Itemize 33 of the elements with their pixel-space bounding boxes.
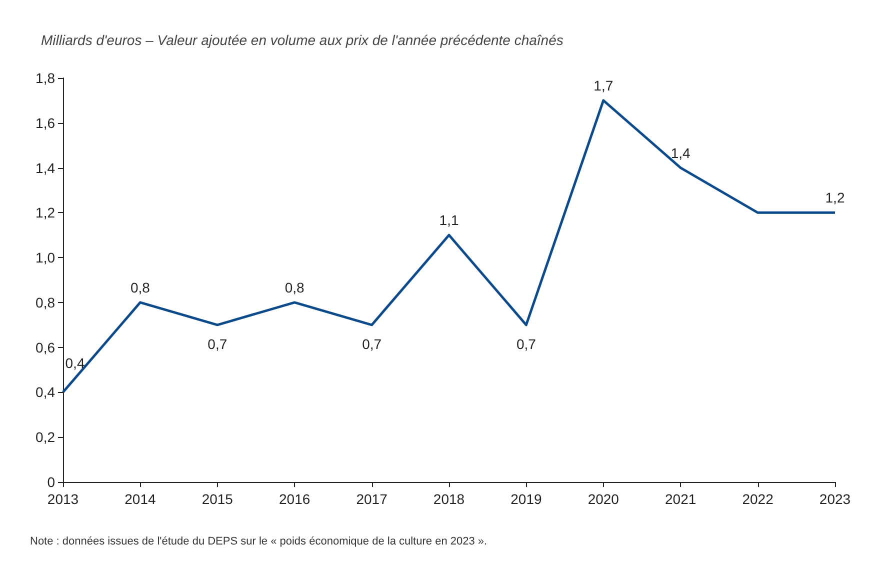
x-tick-label: 2021: [665, 491, 696, 507]
text: Note : données issues de l'étude du DEPS sur le « poids économique de la culture en 2023 ».: [30, 536, 488, 548]
y-tick-label: 1,2: [36, 204, 56, 221]
y-tick-label: 0: [47, 474, 56, 490]
chart-title: Milliards d'euros – Valeur ajoutée en volume aux prix de l'année précédente chaînés: [41, 32, 564, 48]
data-label: 0,8: [130, 279, 150, 296]
x-tick-label: 2015: [202, 491, 234, 507]
x-tick-label: 2019: [510, 491, 542, 507]
data-label: 1,1: [439, 212, 459, 228]
y-tick-label: 0,6: [36, 339, 56, 356]
y-tick-label: 0,2: [36, 429, 56, 446]
x-tick-label: 2014: [124, 491, 156, 507]
data-label: 0,4: [65, 355, 85, 372]
data-label: 1,7: [594, 77, 614, 94]
data-label: 0,8: [284, 279, 305, 296]
data-label: 1,4: [670, 144, 691, 161]
x-tick-label: 2016: [279, 491, 310, 507]
y-tick-label: 1,8: [36, 70, 56, 86]
x-tick-label: 2022: [742, 491, 774, 507]
x-tick-label: 2020: [588, 491, 620, 507]
y-tick-label: 0,8: [36, 294, 56, 310]
x-tick-label: 2023: [819, 491, 851, 507]
x-tick-label: 2018: [433, 491, 465, 507]
y-tick-label: 1,4: [36, 160, 56, 176]
x-tick-label: 2017: [356, 491, 388, 507]
y-tick-label: 1,6: [36, 114, 56, 131]
data-label: 0,7: [516, 336, 536, 352]
y-tick-label: 1,0: [36, 250, 56, 266]
data-label: 0,7: [208, 336, 228, 352]
data-label: 1,2: [825, 190, 845, 206]
data-label: 0,7: [362, 336, 382, 352]
y-tick-label: 0,4: [36, 384, 56, 400]
x-tick-label: 2013: [47, 491, 79, 507]
